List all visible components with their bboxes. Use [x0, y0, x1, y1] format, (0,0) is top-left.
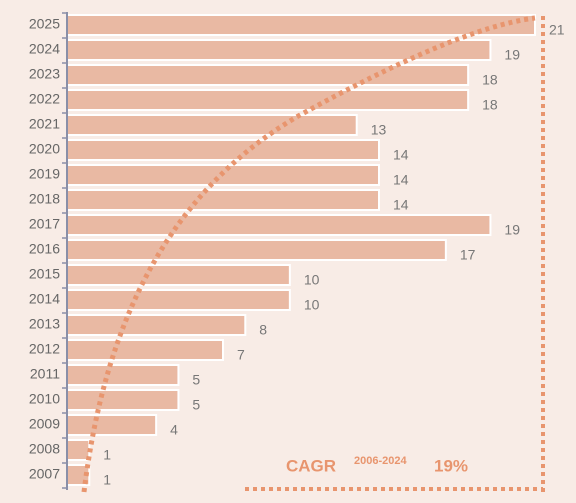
value-label: 19: [504, 222, 520, 238]
value-label: 17: [460, 247, 476, 263]
y-tick-label: 2020: [29, 141, 60, 157]
y-tick-label: 2014: [29, 291, 60, 307]
bar: [66, 414, 158, 436]
bar: [66, 114, 358, 136]
cagr-period: 2006-2024: [354, 455, 407, 467]
bar: [66, 89, 470, 111]
y-tick-label: 2023: [29, 66, 60, 82]
y-tick-label: 2019: [29, 166, 60, 182]
y-tick-label: 2024: [29, 41, 60, 57]
bar: [66, 389, 180, 411]
y-tick-label: 2013: [29, 316, 60, 332]
bar: [66, 189, 380, 211]
y-tick-label: 2007: [29, 466, 60, 482]
value-label: 21: [549, 22, 565, 38]
bar: [66, 14, 536, 36]
y-tick-label: 2018: [29, 191, 60, 207]
cagr-value: 19%: [434, 456, 468, 475]
y-tick-label: 2010: [29, 391, 60, 407]
y-tick-label: 2009: [29, 416, 60, 432]
y-tick-label: 2015: [29, 266, 60, 282]
value-label: 19: [504, 47, 520, 63]
value-label: 18: [482, 97, 498, 113]
bar: [66, 64, 470, 86]
value-label: 4: [170, 422, 178, 438]
y-tick-label: 2025: [29, 16, 60, 32]
value-label: 7: [237, 347, 245, 363]
value-label: 13: [371, 122, 387, 138]
value-label: 14: [393, 147, 409, 163]
y-tick-label: 2012: [29, 341, 60, 357]
value-label: 1: [103, 472, 111, 488]
value-label: 10: [304, 272, 320, 288]
value-label: 14: [393, 197, 409, 213]
value-label: 5: [192, 372, 200, 388]
bar: [66, 314, 247, 336]
value-label: 18: [482, 72, 498, 88]
bar: [66, 139, 380, 161]
value-label: 1: [103, 447, 111, 463]
bar: [66, 264, 291, 286]
bar: [66, 214, 492, 236]
bar: [66, 239, 447, 261]
value-label: 10: [304, 297, 320, 313]
value-label: 14: [393, 172, 409, 188]
value-label: 8: [259, 322, 267, 338]
y-tick-label: 2011: [30, 366, 60, 382]
bar: [66, 439, 91, 461]
trend-curve: [81, 15, 536, 493]
y-tick-label: 2022: [29, 91, 60, 107]
value-label: 5: [192, 397, 200, 413]
bar: [66, 289, 291, 311]
cagr-label: CAGR: [286, 456, 336, 475]
bar: [66, 339, 224, 361]
y-tick-label: 2016: [29, 241, 60, 257]
bar: [66, 364, 180, 386]
y-tick-label: 2017: [29, 216, 60, 232]
y-tick-label: 2021: [29, 116, 60, 132]
y-tick-label: 2008: [29, 441, 60, 457]
